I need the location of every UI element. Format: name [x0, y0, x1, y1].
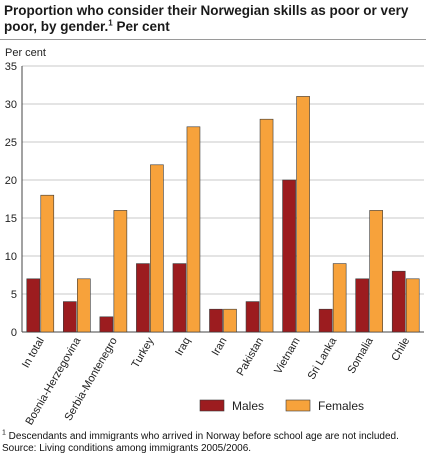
x-tick-label: Sri Lanka — [306, 335, 340, 382]
x-tick-label: Turkey — [130, 335, 157, 370]
bar-males — [391, 270, 406, 333]
bar-males — [63, 301, 77, 333]
bar-males — [318, 308, 333, 333]
x-tick-label: Vietnam — [272, 336, 302, 377]
x-tick-label: Somalia — [346, 335, 377, 376]
footnote-text: Descendants and immigrants who arrived i… — [5, 431, 399, 442]
bar-females — [77, 278, 91, 333]
x-tick-label: In total — [20, 336, 47, 371]
bar-females — [150, 164, 164, 333]
bar-males — [355, 278, 369, 333]
source-line: Source: Living conditions among immigran… — [2, 443, 252, 454]
x-tick-label: Iran — [210, 336, 230, 358]
bar-females — [186, 126, 201, 333]
footnote-line: 1 Descendants and immigrants who arrived… — [2, 429, 426, 443]
bar-males — [99, 316, 114, 333]
bar-females — [369, 210, 383, 333]
bar-females — [40, 194, 55, 333]
y-tick-label: 30 — [5, 99, 17, 111]
chart-footnote: 1 Descendants and immigrants who arrived… — [2, 429, 426, 455]
y-tick-label: 25 — [5, 137, 17, 149]
legend-swatch-females — [285, 399, 311, 412]
title-divider — [0, 39, 426, 40]
bar-males — [245, 301, 260, 333]
bar-females — [405, 278, 420, 333]
x-tick-label: Iraq — [173, 336, 193, 358]
bar-males — [209, 308, 223, 333]
x-tick-label: Pakistan — [235, 336, 266, 379]
title-footnote-marker: 1 — [108, 18, 113, 28]
chart-title-suffix: Per cent — [112, 19, 170, 34]
legend-swatch-males — [199, 399, 225, 412]
legend-label-females: Females — [318, 399, 364, 413]
y-tick-label: 0 — [11, 327, 17, 339]
y-tick-label: 15 — [5, 213, 17, 225]
bar-females — [223, 308, 237, 333]
bar-females — [296, 96, 310, 333]
chart-title: Proportion who consider their Norwegian … — [4, 3, 422, 35]
y-tick-label: 20 — [5, 175, 17, 187]
y-tick-label: 5 — [11, 289, 17, 301]
x-tick-label: Chile — [389, 336, 412, 364]
y-axis-title: Per cent — [5, 47, 46, 59]
bar-males — [282, 179, 296, 333]
bar-males — [136, 263, 150, 333]
y-tick-label: 35 — [5, 61, 17, 73]
footnote-marker: 1 — [2, 429, 6, 437]
y-tick-label: 10 — [5, 251, 17, 263]
legend-label-males: Males — [232, 399, 264, 413]
bar-males — [26, 278, 41, 333]
bar-males — [172, 263, 187, 333]
bar-females — [113, 210, 128, 333]
bar-females — [259, 118, 274, 333]
bar-females — [332, 263, 347, 333]
chart-title-text: Proportion who consider their Norwegian … — [4, 3, 409, 34]
